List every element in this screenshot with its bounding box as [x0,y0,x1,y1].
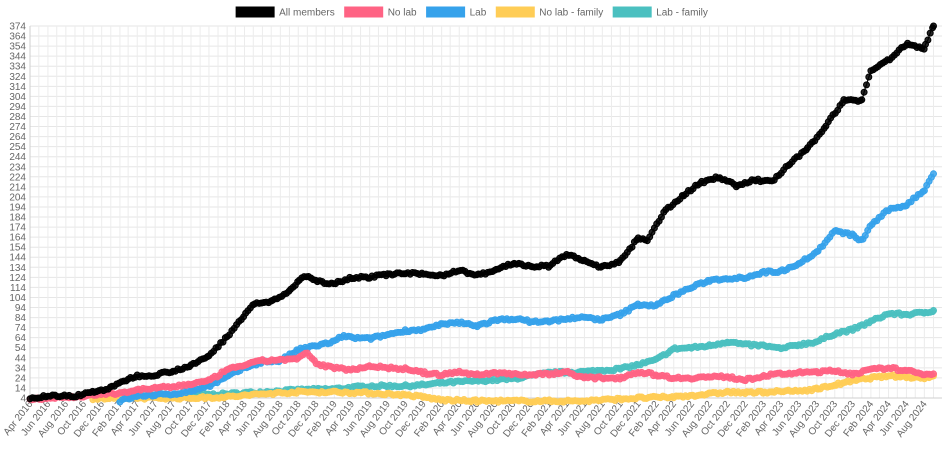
series-point [924,36,932,44]
legend-swatch [495,6,535,18]
y-tick-label: 324 [9,72,26,83]
chart-series [26,22,937,406]
series-all-members [26,22,937,403]
y-tick-label: 184 [9,213,26,224]
y-tick-label: 74 [15,323,27,334]
y-tick-label: 334 [9,62,26,73]
legend-label: Lab - family [656,8,708,19]
y-tick-label: 124 [9,273,26,284]
legend-item-all-members[interactable]: All members [235,6,335,19]
legend-swatch [344,6,384,18]
y-tick-label: 354 [9,42,26,53]
series-no-lab [26,349,937,404]
series-point [865,73,873,81]
y-tick-label: 34 [15,363,27,374]
y-tick-label: 304 [9,92,26,103]
y-tick-label: 54 [15,343,27,354]
legend-swatch [426,6,466,18]
y-tick-label: 244 [9,152,26,163]
legend-label: No lab - family [539,8,603,19]
y-tick-label: 264 [9,132,26,143]
series-point [930,170,937,178]
series-point [858,96,866,104]
y-tick-label: 344 [9,52,26,63]
legend-label: All members [279,8,335,19]
legend-swatch [612,6,652,18]
y-tick-label: 314 [9,82,26,93]
chart-legend[interactable]: All members No lab Lab No lab - family Lab -… [235,6,708,19]
y-tick-label: 14 [15,383,27,394]
y-axis: 4142434445464748494104114124134144154164… [9,22,26,405]
y-tick-label: 294 [9,102,26,113]
legend-item-no-lab[interactable]: No lab [344,6,417,19]
y-tick-label: 254 [9,142,26,153]
y-tick-label: 374 [9,22,26,33]
y-tick-label: 114 [10,283,26,294]
y-tick-label: 274 [9,122,26,133]
y-tick-label: 154 [9,243,26,254]
series-point [930,370,937,378]
y-tick-label: 224 [9,172,26,183]
y-tick-label: 144 [9,253,26,264]
y-tick-label: 104 [9,293,26,304]
series-point [863,81,870,89]
y-tick-label: 94 [15,303,27,314]
y-tick-label: 164 [9,233,26,244]
y-tick-label: 24 [15,373,27,384]
y-tick-label: 64 [15,333,27,344]
series-point [860,88,868,96]
y-tick-label: 194 [9,202,26,213]
series-lab [116,170,937,406]
legend-item-lab-family[interactable]: Lab - family [612,6,708,19]
legend-label: Lab [470,8,487,19]
series-point [930,307,937,314]
legend-item-no-lab-family[interactable]: No lab - family [495,6,603,19]
y-tick-label: 84 [15,313,27,324]
series-point [930,22,937,30]
y-tick-label: 44 [15,353,27,364]
legend-item-lab[interactable]: Lab [426,6,487,19]
y-tick-label: 204 [9,192,26,203]
y-tick-label: 134 [9,263,26,274]
y-tick-label: 174 [9,223,26,234]
legend-swatch [235,6,275,18]
y-tick-label: 284 [9,112,26,123]
y-tick-label: 364 [9,32,26,43]
y-tick-label: 234 [9,162,26,173]
y-tick-label: 214 [9,182,26,193]
legend-label: No lab [388,8,417,19]
y-tick-label: 4 [20,394,26,405]
